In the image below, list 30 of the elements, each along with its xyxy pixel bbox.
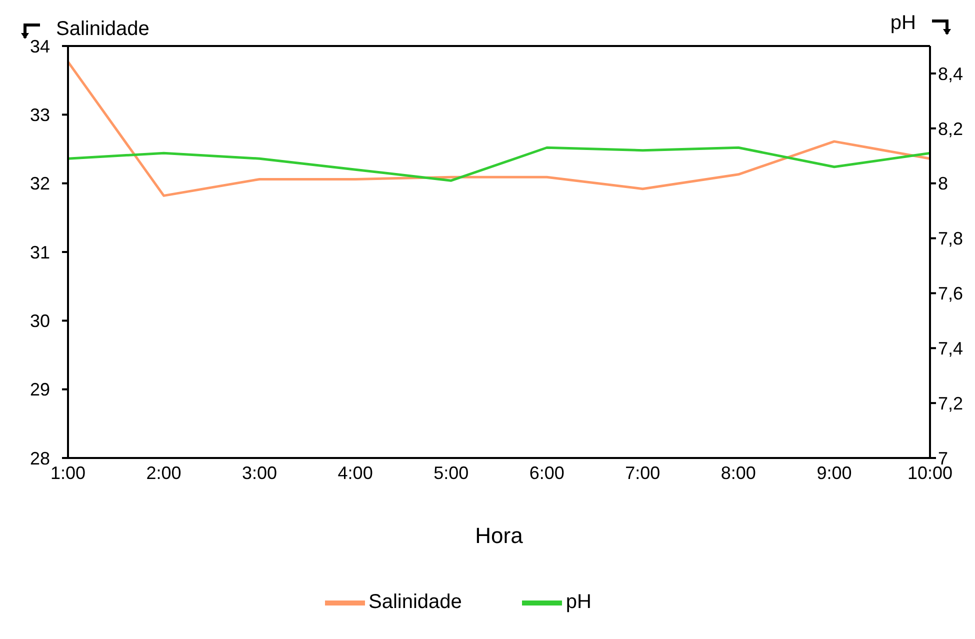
y2-tick-label: 7,4 [938, 338, 964, 359]
y-tick-label: 31 [30, 242, 50, 262]
y-axis-title: Salinidade [56, 18, 150, 41]
y-tick-label: 32 [30, 174, 50, 194]
y2-tick-label: 7,6 [938, 284, 964, 304]
x-tick-label: 5:00 [434, 462, 469, 483]
legend-label: Salinidade [368, 591, 462, 614]
y2-axis-title: pH [890, 12, 916, 35]
x-tick-label: 1:00 [50, 462, 86, 483]
y2-tick-label: 8,2 [938, 118, 964, 139]
x-tick-label: 9:00 [816, 462, 852, 483]
y-tick-label: 34 [30, 36, 50, 56]
y2-tick-label: 8 [938, 174, 948, 194]
x-tick-label: 3:00 [242, 462, 278, 483]
y2-tick-label: 8,4 [938, 64, 964, 84]
x-tick-label: 6:00 [529, 462, 564, 483]
line-series [66, 146, 932, 182]
y2-tick-label: 7,8 [938, 228, 964, 249]
x-tick-label: 4:00 [338, 462, 373, 483]
y2-tick-label: 7,2 [938, 393, 964, 414]
x-tick-label: 8:00 [720, 462, 756, 483]
legend-label: pH [566, 591, 592, 614]
x-tick-label: 2:00 [146, 462, 182, 483]
x-axis-title: Hora [475, 523, 524, 548]
line-series [66, 60, 932, 197]
y-tick-label: 33 [30, 105, 50, 126]
y-tick-label: 30 [30, 311, 50, 332]
y-tick-label: 29 [30, 380, 50, 400]
y-tick-label: 28 [30, 448, 50, 468]
x-tick-label: 7:00 [625, 462, 660, 483]
